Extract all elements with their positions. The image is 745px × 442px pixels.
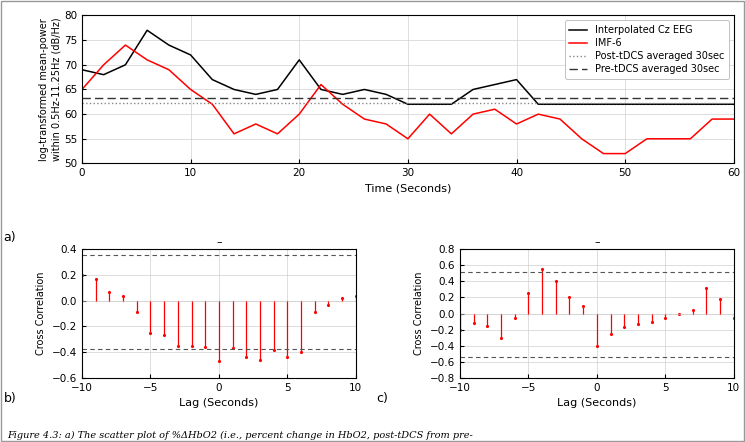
- Pre-tDCS averaged 30sec: [89, 95, 98, 101]
- Interpolated Cz EEG: [317, 87, 326, 92]
- IMF-6: [577, 136, 586, 141]
- Interpolated Cz EEG: [229, 87, 238, 92]
- IMF-6: [642, 136, 651, 141]
- IMF-6: [142, 57, 152, 62]
- IMF-6: [208, 102, 217, 107]
- Interpolated Cz EEG: [404, 102, 413, 107]
- Interpolated Cz EEG: [425, 102, 434, 107]
- Interpolated Cz EEG: [121, 62, 130, 68]
- Interpolated Cz EEG: [512, 77, 521, 82]
- Interpolated Cz EEG: [165, 42, 174, 48]
- Interpolated Cz EEG: [729, 102, 738, 107]
- IMF-6: [556, 116, 565, 122]
- Interpolated Cz EEG: [490, 82, 499, 87]
- IMF-6: [99, 62, 108, 68]
- IMF-6: [425, 111, 434, 117]
- Interpolated Cz EEG: [381, 92, 390, 97]
- Y-axis label: log-transformed mean-power
within 0.5Hz-11.25Hz (dB/Hz): log-transformed mean-power within 0.5Hz-…: [39, 18, 61, 161]
- IMF-6: [621, 151, 630, 156]
- Interpolated Cz EEG: [338, 92, 347, 97]
- IMF-6: [251, 122, 260, 127]
- IMF-6: [121, 42, 130, 48]
- Interpolated Cz EEG: [686, 102, 695, 107]
- IMF-6: [229, 131, 238, 137]
- Text: a): a): [4, 231, 16, 244]
- Interpolated Cz EEG: [77, 67, 86, 72]
- Interpolated Cz EEG: [142, 27, 152, 33]
- Y-axis label: Cross Correlation: Cross Correlation: [414, 272, 424, 355]
- Y-axis label: Cross Correlation: Cross Correlation: [37, 272, 46, 355]
- Post-tDCS averaged 30sec: [77, 101, 86, 106]
- IMF-6: [469, 111, 478, 117]
- IMF-6: [686, 136, 695, 141]
- IMF-6: [317, 82, 326, 87]
- Post-tDCS averaged 30sec: [89, 101, 98, 106]
- IMF-6: [338, 102, 347, 107]
- IMF-6: [360, 116, 369, 122]
- IMF-6: [729, 116, 738, 122]
- Interpolated Cz EEG: [469, 87, 478, 92]
- Interpolated Cz EEG: [175, 47, 184, 53]
- IMF-6: [447, 131, 456, 137]
- IMF-6: [512, 122, 521, 127]
- Interpolated Cz EEG: [665, 102, 673, 107]
- Interpolated Cz EEG: [447, 102, 456, 107]
- Text: b): b): [4, 392, 16, 405]
- Interpolated Cz EEG: [99, 72, 108, 77]
- IMF-6: [490, 107, 499, 112]
- X-axis label: Time (Seconds): Time (Seconds): [365, 184, 451, 194]
- IMF-6: [186, 87, 195, 92]
- Line: Interpolated Cz EEG: Interpolated Cz EEG: [82, 30, 734, 104]
- Pre-tDCS averaged 30sec: [77, 95, 86, 101]
- Legend: Interpolated Cz EEG, IMF-6, Post-tDCS averaged 30sec, Pre-tDCS averaged 30sec: Interpolated Cz EEG, IMF-6, Post-tDCS av…: [565, 20, 729, 79]
- Interpolated Cz EEG: [360, 87, 369, 92]
- Interpolated Cz EEG: [295, 57, 304, 62]
- Interpolated Cz EEG: [642, 102, 651, 107]
- IMF-6: [273, 131, 282, 137]
- Text: c): c): [376, 392, 388, 405]
- IMF-6: [77, 87, 86, 92]
- Interpolated Cz EEG: [533, 102, 542, 107]
- IMF-6: [165, 67, 174, 72]
- Text: –: –: [594, 236, 600, 247]
- IMF-6: [533, 111, 542, 117]
- Interpolated Cz EEG: [621, 102, 630, 107]
- Interpolated Cz EEG: [251, 92, 260, 97]
- Interpolated Cz EEG: [186, 52, 195, 57]
- IMF-6: [708, 116, 717, 122]
- Interpolated Cz EEG: [273, 87, 282, 92]
- X-axis label: Lag (Seconds): Lag (Seconds): [180, 398, 259, 408]
- Interpolated Cz EEG: [556, 102, 565, 107]
- Text: –: –: [216, 236, 222, 247]
- IMF-6: [381, 122, 390, 127]
- X-axis label: Lag (Seconds): Lag (Seconds): [557, 398, 636, 408]
- IMF-6: [295, 111, 304, 117]
- Text: Figure 4.3: a) The scatter plot of %ΔHbO2 (i.e., percent change in HbO2, post-tD: Figure 4.3: a) The scatter plot of %ΔHbO…: [7, 431, 473, 440]
- IMF-6: [665, 136, 673, 141]
- Interpolated Cz EEG: [599, 102, 608, 107]
- Interpolated Cz EEG: [208, 77, 217, 82]
- Line: IMF-6: IMF-6: [82, 45, 734, 153]
- IMF-6: [404, 136, 413, 141]
- Interpolated Cz EEG: [577, 102, 586, 107]
- Interpolated Cz EEG: [708, 102, 717, 107]
- IMF-6: [599, 151, 608, 156]
